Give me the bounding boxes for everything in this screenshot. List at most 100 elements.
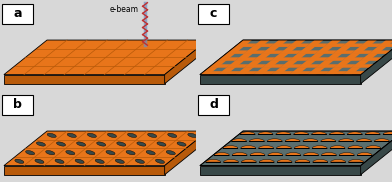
Polygon shape xyxy=(348,159,363,162)
Ellipse shape xyxy=(106,151,115,155)
Polygon shape xyxy=(306,40,323,47)
Polygon shape xyxy=(342,57,364,61)
Polygon shape xyxy=(324,57,347,61)
Polygon shape xyxy=(307,68,325,75)
Polygon shape xyxy=(303,139,318,141)
Text: e-beam: e-beam xyxy=(110,5,139,14)
Polygon shape xyxy=(209,64,231,68)
Polygon shape xyxy=(279,47,297,54)
Ellipse shape xyxy=(86,151,95,155)
Polygon shape xyxy=(347,132,362,134)
Polygon shape xyxy=(200,131,392,166)
Ellipse shape xyxy=(36,142,45,146)
Ellipse shape xyxy=(66,151,75,155)
Polygon shape xyxy=(377,43,392,47)
Polygon shape xyxy=(271,68,289,75)
Polygon shape xyxy=(333,47,350,54)
Polygon shape xyxy=(334,64,356,68)
Polygon shape xyxy=(4,166,165,175)
Polygon shape xyxy=(307,71,329,75)
Polygon shape xyxy=(258,132,273,134)
Polygon shape xyxy=(249,139,264,141)
Ellipse shape xyxy=(76,142,85,146)
Polygon shape xyxy=(315,50,337,54)
Polygon shape xyxy=(209,61,226,68)
Polygon shape xyxy=(359,43,381,47)
Polygon shape xyxy=(241,146,256,148)
Polygon shape xyxy=(289,68,307,75)
Polygon shape xyxy=(252,40,270,47)
Polygon shape xyxy=(223,159,238,162)
Polygon shape xyxy=(280,61,298,68)
Polygon shape xyxy=(270,43,292,47)
Polygon shape xyxy=(4,75,165,84)
FancyBboxPatch shape xyxy=(2,95,33,115)
Polygon shape xyxy=(316,61,333,68)
Polygon shape xyxy=(4,131,208,166)
Polygon shape xyxy=(227,64,249,68)
Polygon shape xyxy=(341,43,364,47)
Polygon shape xyxy=(295,159,310,162)
Polygon shape xyxy=(254,71,276,75)
Polygon shape xyxy=(218,71,240,75)
Polygon shape xyxy=(217,57,240,61)
Ellipse shape xyxy=(126,151,135,155)
Polygon shape xyxy=(298,61,316,68)
Ellipse shape xyxy=(146,151,155,155)
Polygon shape xyxy=(276,132,291,134)
Polygon shape xyxy=(200,68,218,75)
Polygon shape xyxy=(268,153,283,155)
Polygon shape xyxy=(267,139,282,141)
Polygon shape xyxy=(259,159,274,162)
Polygon shape xyxy=(361,40,392,84)
Polygon shape xyxy=(270,40,288,47)
Polygon shape xyxy=(165,131,208,175)
Polygon shape xyxy=(235,57,257,61)
Ellipse shape xyxy=(35,159,44,163)
Polygon shape xyxy=(279,50,301,54)
Polygon shape xyxy=(383,132,392,134)
Polygon shape xyxy=(312,132,327,134)
Polygon shape xyxy=(348,146,363,148)
Polygon shape xyxy=(206,159,221,162)
Polygon shape xyxy=(303,153,319,155)
Polygon shape xyxy=(165,40,208,84)
Polygon shape xyxy=(289,71,311,75)
Polygon shape xyxy=(324,54,342,61)
Polygon shape xyxy=(289,57,311,61)
Polygon shape xyxy=(217,54,235,61)
Ellipse shape xyxy=(107,133,116,137)
Ellipse shape xyxy=(56,142,65,146)
Polygon shape xyxy=(298,64,320,68)
Polygon shape xyxy=(374,139,389,141)
Polygon shape xyxy=(333,50,355,54)
Polygon shape xyxy=(321,153,336,155)
Ellipse shape xyxy=(137,142,146,146)
Polygon shape xyxy=(262,61,279,68)
Polygon shape xyxy=(294,132,309,134)
Polygon shape xyxy=(351,64,374,68)
Polygon shape xyxy=(200,40,392,75)
Polygon shape xyxy=(226,50,248,54)
Ellipse shape xyxy=(47,133,56,137)
Polygon shape xyxy=(368,47,386,54)
Polygon shape xyxy=(232,153,247,155)
Polygon shape xyxy=(339,139,354,141)
Polygon shape xyxy=(280,64,302,68)
Ellipse shape xyxy=(127,133,136,137)
Ellipse shape xyxy=(55,159,64,163)
Ellipse shape xyxy=(148,133,157,137)
Polygon shape xyxy=(218,68,235,75)
Ellipse shape xyxy=(188,133,197,137)
Ellipse shape xyxy=(117,142,126,146)
Polygon shape xyxy=(261,47,279,54)
Polygon shape xyxy=(334,61,351,68)
Polygon shape xyxy=(254,68,271,75)
Ellipse shape xyxy=(115,159,124,163)
Polygon shape xyxy=(271,54,288,61)
Polygon shape xyxy=(329,132,345,134)
Polygon shape xyxy=(324,40,341,47)
Polygon shape xyxy=(234,43,257,47)
Polygon shape xyxy=(262,64,284,68)
Polygon shape xyxy=(271,57,293,61)
